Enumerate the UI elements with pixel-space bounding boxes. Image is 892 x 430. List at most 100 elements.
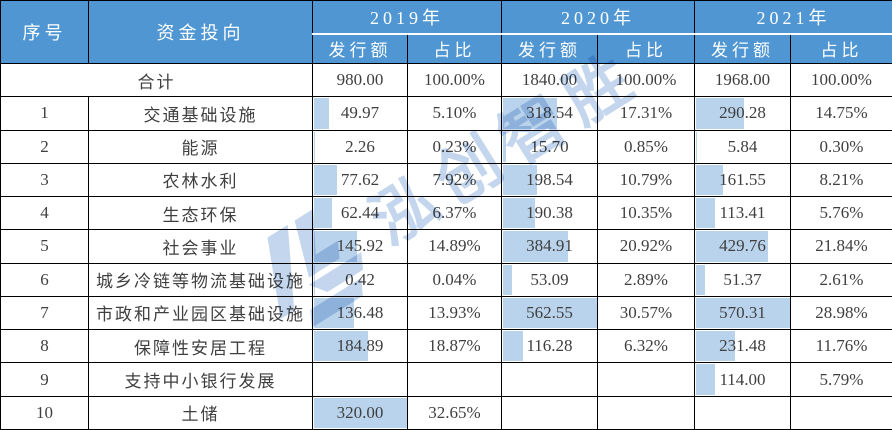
share-cell: 0.04% (407, 262, 502, 297)
share-cell: 28.98% (790, 295, 892, 331)
issuance-amount-value: 0.42 (345, 269, 375, 289)
issuance-amount-value: 384.91 (526, 236, 573, 256)
share-cell (597, 395, 695, 430)
serial-cell: 9 (0, 362, 89, 397)
table-row: 8 保障性安居工程 184.89 18.87% 116.28 6.32% 231.48 11.… (0, 329, 892, 364)
share-cell (407, 362, 502, 397)
issuance-amount-value: 980.00 (336, 70, 384, 90)
issuance-amount-cell: 2.26 (312, 129, 408, 164)
header-year-2019: 2019年 (312, 0, 502, 34)
serial-cell: 10 (0, 395, 89, 430)
data-bar (503, 231, 568, 262)
data-bar (696, 364, 715, 395)
table-row: 6 城乡冷链等物流基础设施 0.42 0.04% 53.09 2.89% 51.37 2.61… (0, 262, 892, 297)
share-cell: 0.85% (597, 129, 695, 164)
share-cell: 0.23% (407, 129, 502, 164)
serial-cell: 8 (0, 329, 89, 364)
issuance-amount-cell: 384.91 (501, 229, 598, 264)
header-issuance-2021: 发行额 (694, 32, 791, 64)
table-row: 10 土储 320.00 32.65% (0, 395, 892, 430)
share-cell: 30.57% (597, 295, 695, 331)
category-cell: 交通基础设施 (88, 96, 313, 131)
serial-cell: 4 (0, 196, 89, 231)
issuance-amount-cell (501, 395, 598, 430)
data-bar (503, 198, 536, 229)
table-row: 5 社会事业 145.92 14.89% 384.91 20.92% 429.76 21.84… (0, 229, 892, 264)
issuance-amount-cell: 198.54 (501, 162, 598, 198)
category-cell: 农林水利 (88, 162, 313, 198)
share-cell: 0.30% (790, 129, 892, 164)
issuance-amount-cell: 136.48 (312, 295, 408, 331)
share-cell: 5.76% (790, 196, 892, 231)
data-bar (503, 131, 506, 162)
issuance-amount-value: 114.00 (719, 369, 766, 389)
issuance-amount-cell: 318.54 (501, 96, 598, 131)
issuance-amount-value: 62.44 (340, 203, 380, 223)
serial-cell: 7 (0, 295, 89, 331)
share-cell (790, 395, 892, 430)
data-bar (314, 131, 315, 162)
data-bar (314, 397, 407, 428)
table-row: 1 交通基础设施 49.97 5.10% 318.54 17.31% 290.28 14.75… (0, 96, 892, 131)
issuance-amount-cell: 0.42 (312, 262, 408, 297)
table-row: 9 支持中小银行发展 114.00 5.79% (0, 362, 892, 397)
issuance-amount-cell (694, 395, 791, 430)
issuance-amount-cell: 15.70 (501, 129, 598, 164)
issuance-amount-value: 570.31 (719, 302, 766, 322)
header-share-2021: 占比 (790, 32, 892, 64)
issuance-amount-cell: 145.92 (312, 229, 408, 264)
data-bar (314, 331, 369, 362)
issuance-amount-value: 231.48 (719, 336, 766, 356)
issuance-amount-value: 116.28 (526, 336, 573, 356)
share-cell: 100.00% (790, 62, 892, 98)
category-cell: 土储 (88, 395, 313, 430)
issuance-amount-cell: 114.00 (694, 362, 791, 397)
data-bar (696, 231, 768, 262)
share-cell: 32.65% (407, 395, 502, 430)
issuance-amount-cell (312, 362, 408, 397)
data-bar (696, 331, 735, 362)
share-cell: 13.93% (407, 295, 502, 331)
issuance-amount-cell: 5.84 (694, 129, 791, 164)
issuance-amount-value: 562.55 (526, 302, 573, 322)
data-bar (696, 264, 705, 295)
total-label-cell: 合计 (0, 62, 313, 98)
category-cell: 能源 (88, 129, 313, 164)
issuance-amount-value: 1968.00 (714, 70, 771, 90)
data-bar (696, 131, 697, 162)
issuance-amount-value: 320.00 (336, 402, 384, 422)
issuance-amount-value: 1840.00 (521, 70, 578, 90)
issuance-amount-value: 49.97 (340, 103, 380, 123)
category-cell: 城乡冷链等物流基础设施 (88, 262, 313, 297)
serial-cell: 5 (0, 229, 89, 264)
table-body: 合计 980.00 100.00% 1840.00 100.00% 1968.00 100.… (0, 62, 892, 430)
serial-cell: 6 (0, 262, 89, 297)
share-cell: 7.92% (407, 162, 502, 198)
header-category: 资金投向 (88, 0, 313, 64)
issuance-amount-value: 77.62 (340, 169, 380, 189)
issuance-amount-value: 53.09 (530, 269, 569, 289)
issuance-amount-cell: 53.09 (501, 262, 598, 297)
issuance-amount-cell: 49.97 (312, 96, 408, 131)
issuance-amount-value: 161.55 (719, 169, 766, 189)
share-cell: 21.84% (790, 229, 892, 264)
issuance-amount-cell: 980.00 (312, 62, 408, 98)
issuance-amount-value: 2.26 (345, 136, 375, 156)
share-cell: 5.10% (407, 96, 502, 131)
share-cell: 2.61% (790, 262, 892, 297)
share-cell: 20.92% (597, 229, 695, 264)
issuance-amount-value: 190.38 (526, 203, 573, 223)
issuance-amount-value: 290.28 (719, 103, 766, 123)
share-cell: 10.35% (597, 196, 695, 231)
header-share-2020: 占比 (597, 32, 695, 64)
share-cell: 11.76% (790, 329, 892, 364)
header-share-2019: 占比 (407, 32, 502, 64)
issuance-amount-cell: 1840.00 (501, 62, 598, 98)
issuance-amount-value: 318.54 (526, 103, 573, 123)
table-header: 序号 资金投向 2019年 2020年 2021年 发行额 占比 发行额 占比 … (0, 0, 892, 64)
issuance-amount-cell: 290.28 (694, 96, 791, 131)
share-cell: 18.87% (407, 329, 502, 364)
share-cell: 14.75% (790, 96, 892, 131)
total-row: 合计 980.00 100.00% 1840.00 100.00% 1968.00 100.… (0, 62, 892, 98)
